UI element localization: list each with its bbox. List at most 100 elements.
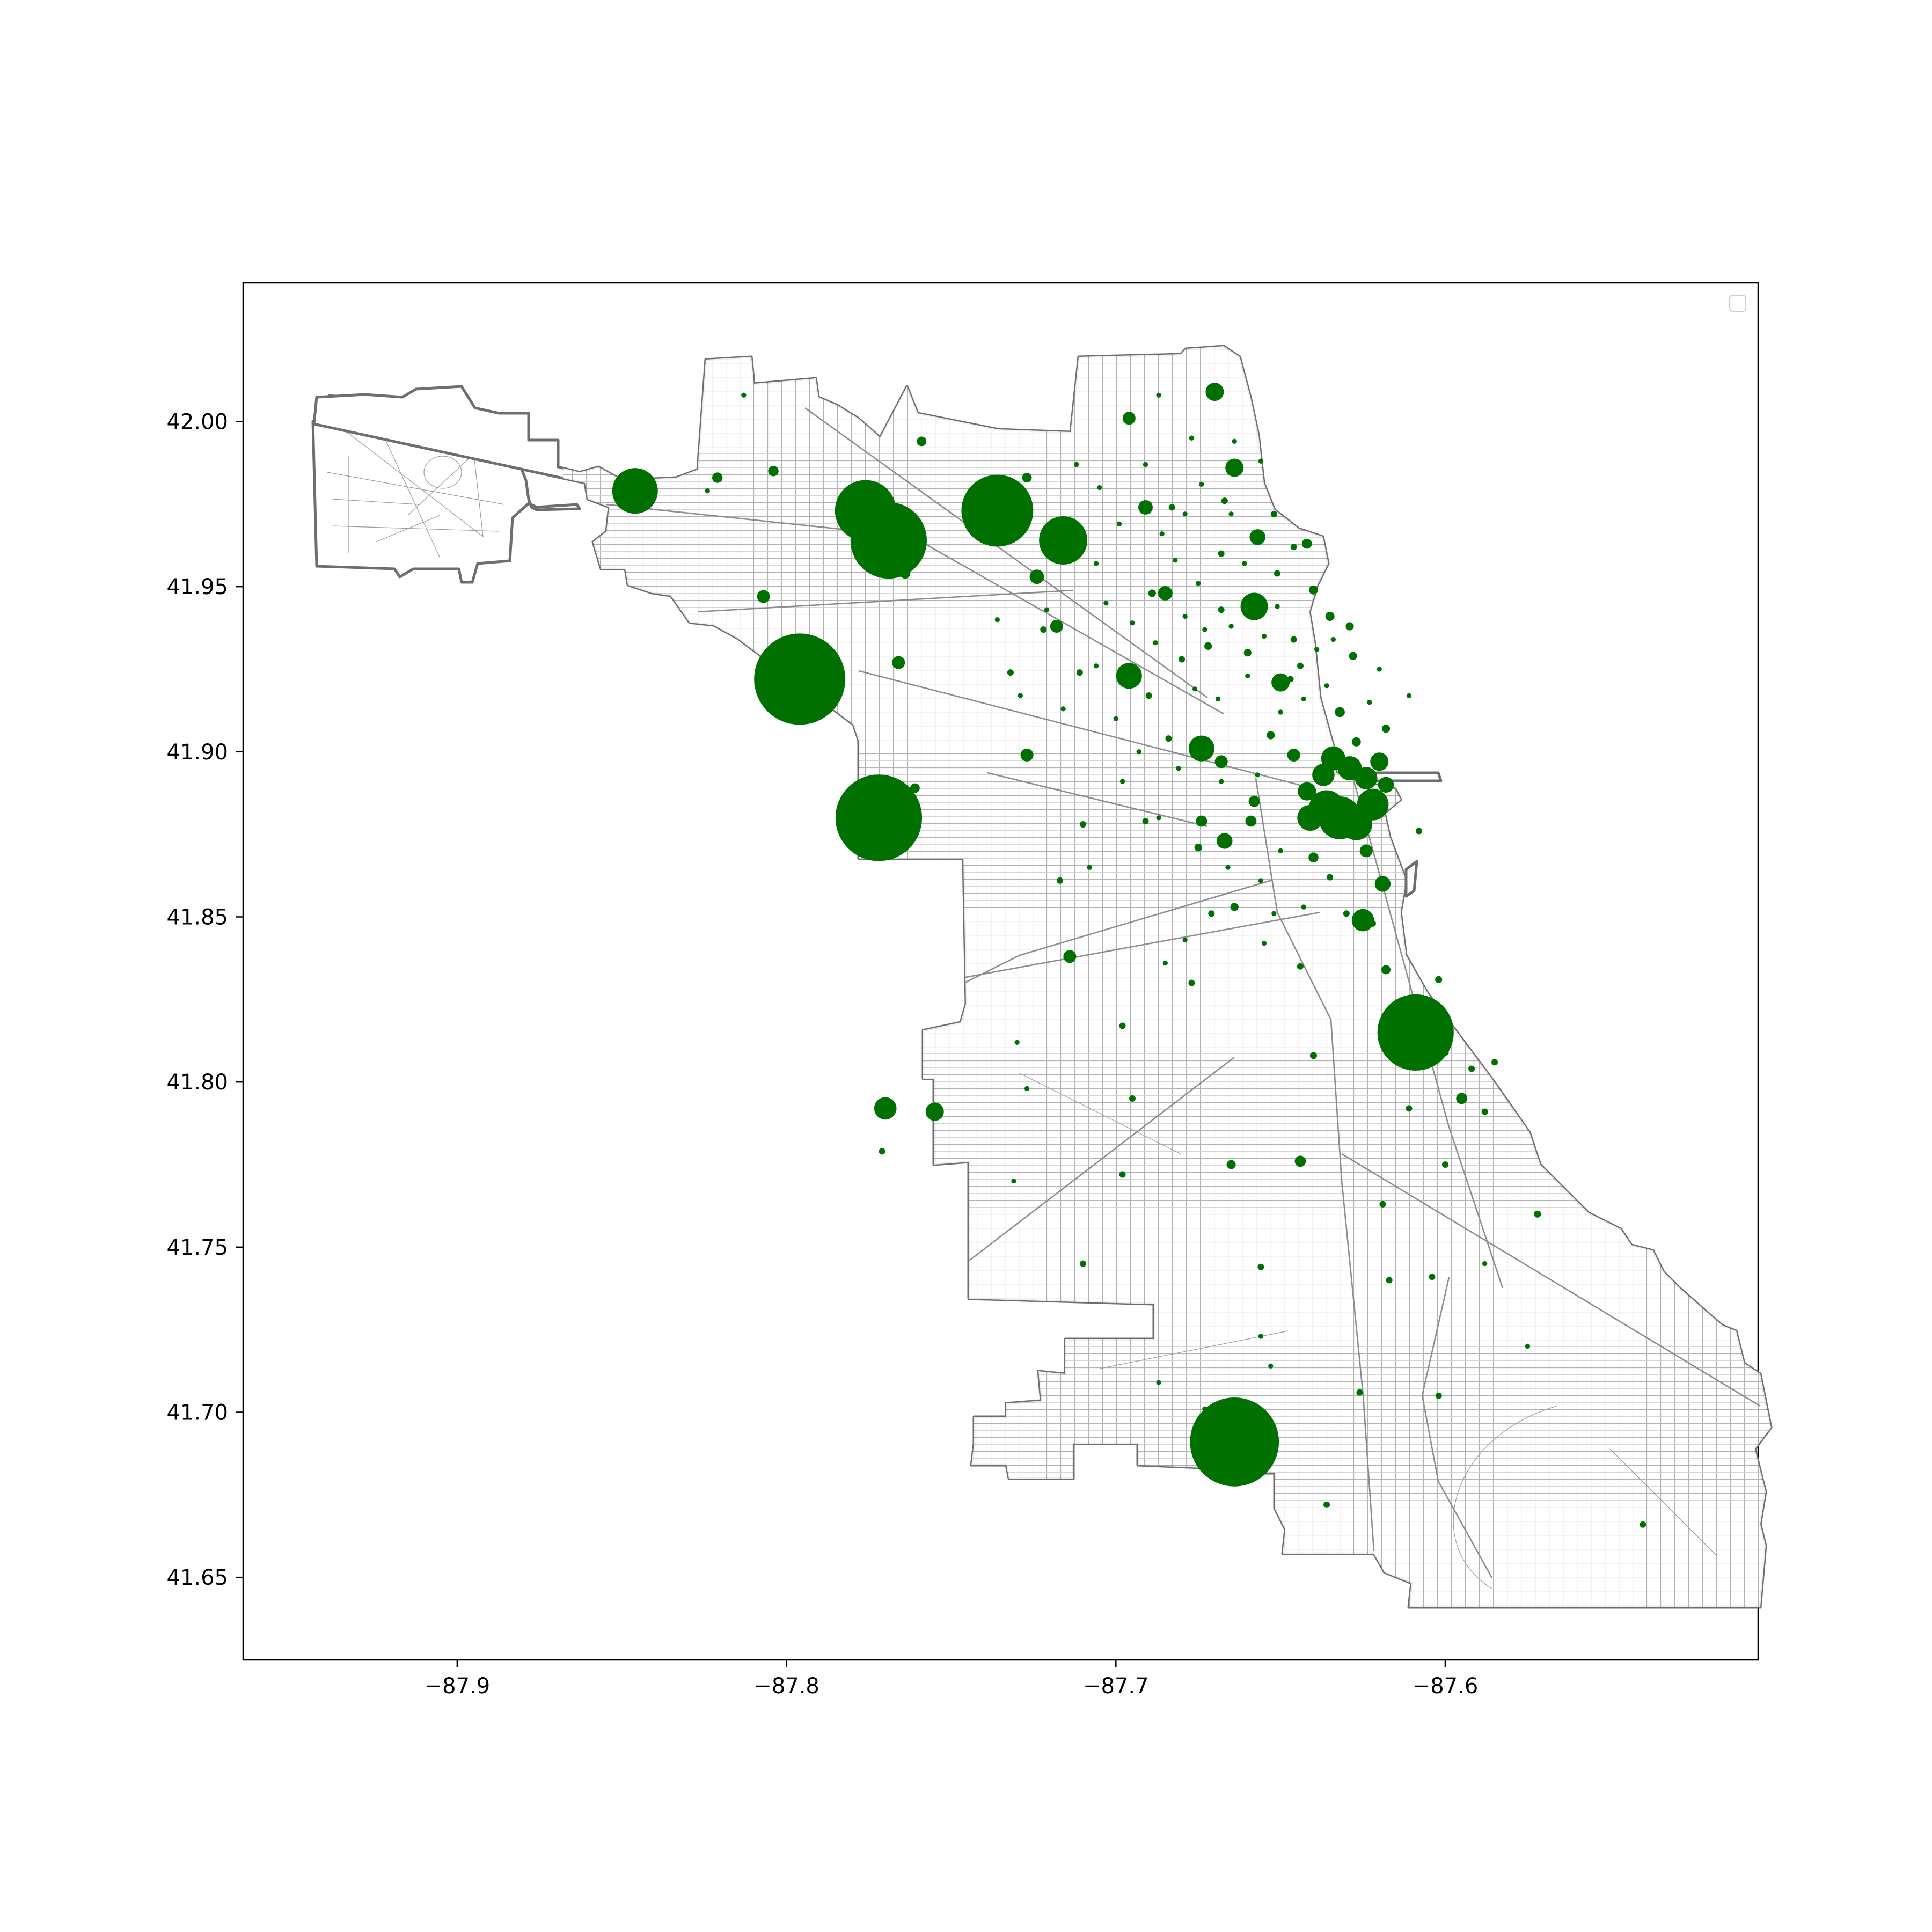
data-point <box>1249 529 1265 545</box>
data-point <box>1370 752 1389 771</box>
data-point <box>1378 777 1394 793</box>
data-point <box>1192 686 1198 692</box>
data-point <box>1351 737 1361 747</box>
x-tick-label: −87.8 <box>753 1674 819 1699</box>
data-point <box>1381 724 1391 733</box>
data-point <box>1534 1210 1541 1218</box>
data-point <box>1287 676 1294 683</box>
data-point <box>1335 707 1345 718</box>
data-point <box>741 392 747 398</box>
data-point <box>1456 1093 1468 1104</box>
data-point <box>925 1102 944 1121</box>
data-point <box>1079 1260 1086 1267</box>
data-point <box>1287 748 1300 762</box>
data-point <box>1024 1086 1030 1092</box>
data-point <box>1130 620 1135 626</box>
data-point <box>1119 779 1125 784</box>
y-tick-label: 41.70 <box>166 1400 228 1425</box>
y-tick-label: 41.65 <box>166 1565 228 1590</box>
data-point <box>1278 848 1283 854</box>
data-point <box>1119 1171 1126 1178</box>
data-point <box>1232 438 1237 444</box>
data-point <box>1349 652 1357 660</box>
data-point <box>1119 1022 1126 1029</box>
x-tick-label: −87.7 <box>1083 1674 1149 1699</box>
data-point <box>1308 852 1319 863</box>
data-point <box>1179 656 1185 663</box>
legend-box <box>1729 295 1746 312</box>
data-point <box>1482 1261 1488 1267</box>
data-point <box>1188 979 1195 986</box>
y-tick-label: 42.00 <box>166 409 228 434</box>
data-point <box>1159 531 1165 537</box>
data-point <box>1268 1363 1274 1368</box>
data-point <box>1022 473 1032 482</box>
data-point <box>1274 570 1281 577</box>
data-point <box>899 568 911 579</box>
data-point <box>1377 667 1382 672</box>
data-point <box>994 617 1000 623</box>
data-point <box>1230 903 1239 911</box>
points-layer <box>612 383 1646 1528</box>
data-point <box>1228 624 1234 629</box>
data-point <box>1073 462 1079 467</box>
data-point <box>1158 586 1173 601</box>
data-point <box>1275 604 1280 609</box>
data-point <box>1429 1274 1436 1280</box>
y-tick-label: 41.95 <box>166 575 228 599</box>
data-point <box>1029 569 1044 584</box>
data-point <box>1468 1065 1475 1072</box>
data-point <box>1297 662 1304 669</box>
data-point <box>1214 755 1228 769</box>
data-point <box>1369 920 1376 927</box>
data-point <box>1312 764 1335 786</box>
data-point <box>705 488 710 494</box>
data-point <box>1240 592 1268 620</box>
data-point <box>1103 601 1109 606</box>
data-point <box>1294 1155 1306 1167</box>
data-point <box>1063 950 1077 963</box>
data-point <box>1165 735 1172 742</box>
data-point <box>1324 683 1329 689</box>
data-point <box>1215 696 1221 701</box>
data-point <box>1122 412 1136 425</box>
data-point <box>1156 1380 1161 1385</box>
data-point <box>1225 458 1244 477</box>
data-point <box>1290 636 1297 643</box>
data-point <box>1145 692 1152 699</box>
data-point <box>1218 550 1225 557</box>
data-point <box>1228 511 1234 517</box>
data-point <box>1525 1343 1531 1349</box>
y-axis: 41.65 41.70 41.75 41.80 41.85 41.90 41.95 42.00 <box>166 409 243 1590</box>
data-point <box>1267 731 1275 740</box>
data-point <box>1204 642 1212 650</box>
data-point <box>1217 833 1233 849</box>
data-point <box>1044 607 1050 612</box>
data-point <box>1415 828 1422 835</box>
data-point <box>1640 1521 1646 1528</box>
data-point <box>1093 663 1099 669</box>
data-point <box>1325 612 1335 621</box>
data-point <box>835 774 923 861</box>
data-point <box>917 436 927 447</box>
data-point <box>1297 963 1304 970</box>
data-point <box>754 633 846 725</box>
data-point <box>1441 1049 1449 1056</box>
x-tick-label: −87.6 <box>1413 1674 1479 1699</box>
data-point <box>1481 1108 1488 1115</box>
data-point <box>1441 1161 1448 1168</box>
data-point <box>1381 965 1391 975</box>
data-point <box>1221 497 1228 504</box>
data-point <box>1374 876 1391 892</box>
data-point <box>1406 1105 1413 1112</box>
data-point <box>1435 976 1443 983</box>
data-point <box>1359 844 1373 858</box>
data-point <box>1406 693 1412 698</box>
data-point <box>910 783 920 793</box>
data-point <box>1182 511 1188 517</box>
data-point <box>1309 1052 1318 1059</box>
data-point <box>1162 960 1168 966</box>
data-point <box>1218 606 1225 613</box>
data-point <box>1014 1040 1020 1045</box>
data-point <box>1116 521 1122 526</box>
